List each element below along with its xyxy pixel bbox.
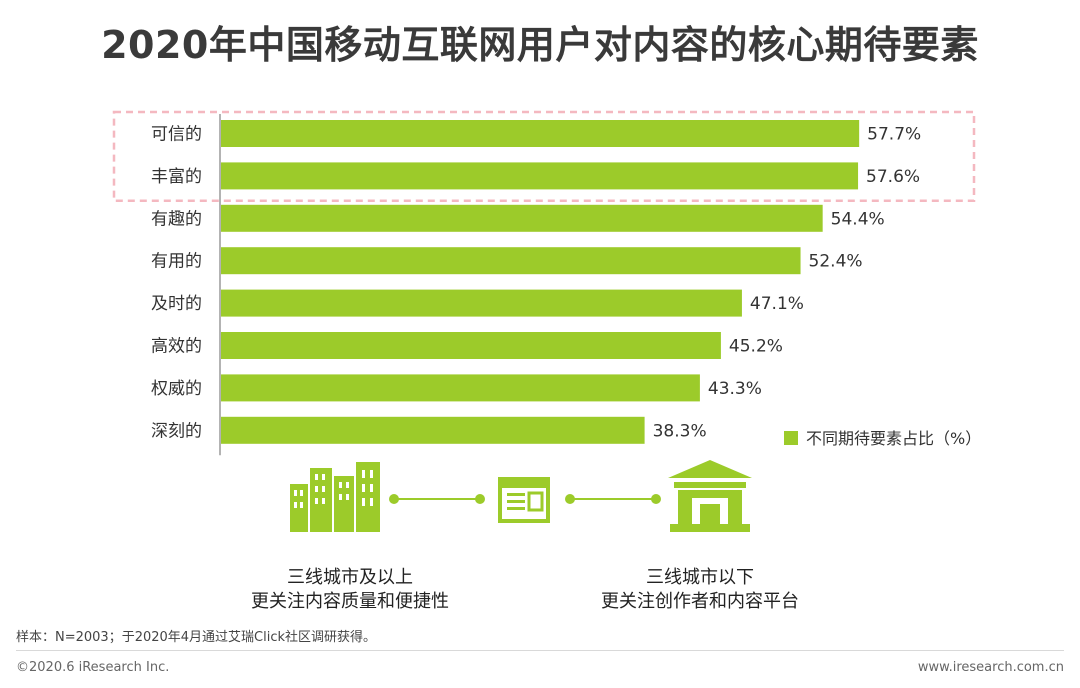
caption-right-line1: 三线城市以下 xyxy=(646,567,754,588)
caption-left-line2: 更关注内容质量和便捷性 xyxy=(251,591,449,612)
category-label-8: 深刻的 xyxy=(151,421,202,441)
value-label-4: 52.4% xyxy=(809,252,863,272)
value-label-1: 57.7% xyxy=(867,125,921,145)
bar-3 xyxy=(221,204,823,232)
bar-2 xyxy=(221,162,859,190)
bars-layer: 可信的 57.7% 丰富的 57.6% 有趣的 54.4% 有用的 52.4% 及时的 47.1%… xyxy=(112,110,981,456)
caption-right: 三线城市以下 更关注创作者和内容平台 xyxy=(570,566,830,614)
bar-7 xyxy=(221,374,700,402)
category-label-4: 有用的 xyxy=(151,252,202,272)
category-label-6: 高效的 xyxy=(151,337,202,357)
value-label-5: 47.1% xyxy=(750,294,804,314)
sample-note: 样本：N=2003；于2020年4月通过艾瑞Click社区调研获得。 xyxy=(16,630,377,645)
connector-left xyxy=(389,494,485,504)
category-label-7: 权威的 xyxy=(151,379,202,399)
city-buildings-icon xyxy=(290,462,380,532)
value-label-6: 45.2% xyxy=(729,337,783,357)
bar-1 xyxy=(221,120,860,147)
footer-divider xyxy=(16,650,1064,651)
value-label-2: 57.6% xyxy=(866,167,920,187)
caption-left-line1: 三线城市及以上 xyxy=(287,567,413,588)
bar-5 xyxy=(221,289,742,317)
value-label-8: 38.3% xyxy=(653,421,707,441)
connector-right xyxy=(565,494,661,504)
web-page-icon xyxy=(498,477,550,523)
legend-label: 不同期待要素占比（%） xyxy=(806,429,981,448)
bar-8 xyxy=(221,416,645,444)
institution-building-icon xyxy=(668,460,752,532)
highlight-box xyxy=(112,110,976,203)
website-link[interactable]: www.iresearch.com.cn xyxy=(917,660,1064,675)
category-label-1: 可信的 xyxy=(151,125,202,145)
category-label-3: 有趣的 xyxy=(151,209,202,229)
category-label-2: 丰富的 xyxy=(151,167,202,187)
category-label-5: 及时的 xyxy=(151,294,202,314)
value-label-7: 43.3% xyxy=(708,379,762,399)
legend-swatch xyxy=(784,431,798,445)
bar-4 xyxy=(221,247,801,275)
copyright-text: ©2020.6 iResearch Inc. xyxy=(16,660,170,675)
value-label-3: 54.4% xyxy=(831,209,885,229)
caption-left: 三线城市及以上 更关注内容质量和便捷性 xyxy=(220,566,480,614)
chart-title: 2020年中国移动互联网用户对内容的核心期待要素 xyxy=(101,23,979,67)
caption-right-line2: 更关注创作者和内容平台 xyxy=(601,591,799,612)
bar-6 xyxy=(221,332,721,359)
